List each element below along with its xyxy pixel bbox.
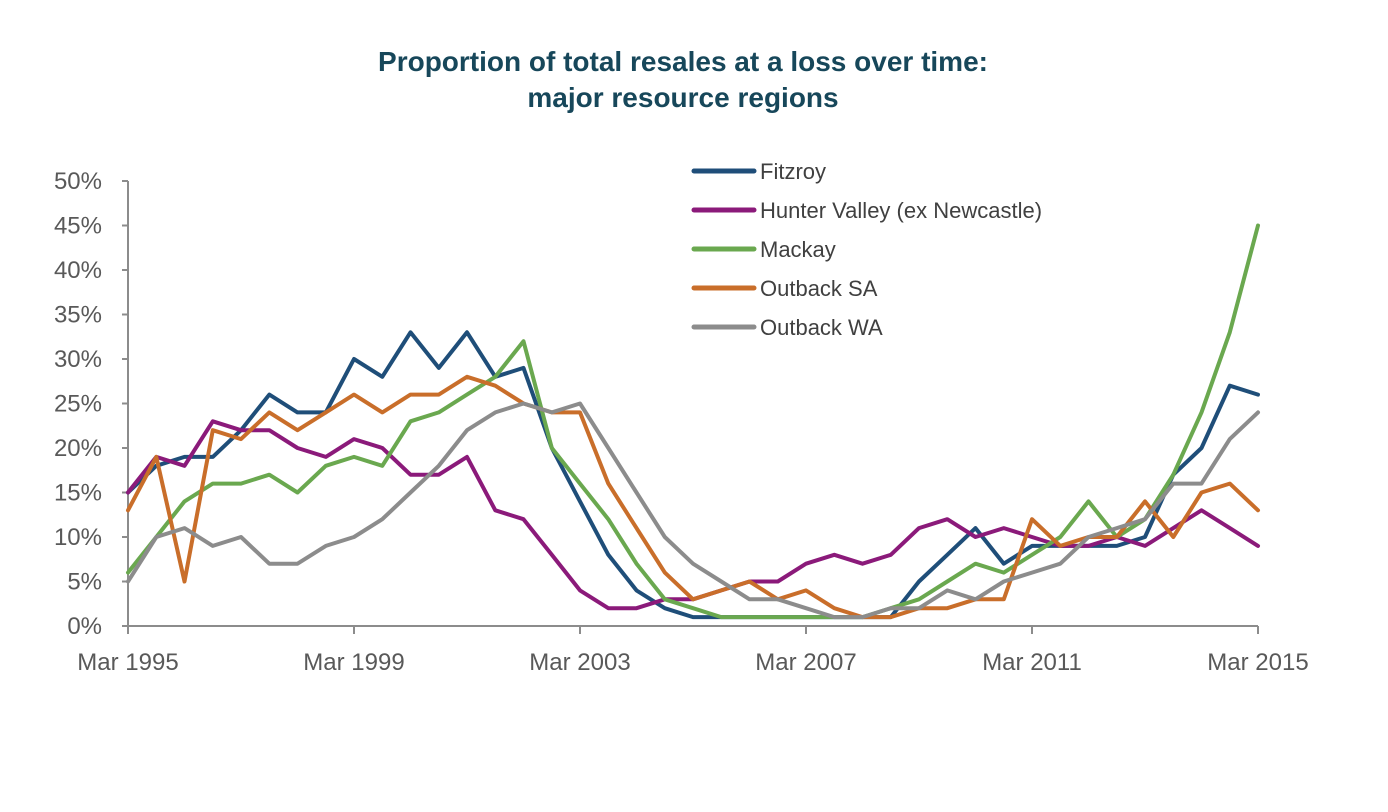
y-tick-label: 35% (54, 302, 102, 329)
x-tick-label: Mar 2003 (529, 649, 630, 676)
series-line-mackay (126, 223, 1260, 620)
legend-label-outback-sa: Outback SA (760, 276, 878, 301)
legend-label-hunter-valley-ex-newcastle: Hunter Valley (ex Newcastle) (760, 198, 1042, 223)
x-tick-label: Mar 2011 (982, 649, 1082, 676)
y-tick-label: 45% (54, 213, 102, 240)
chart-title: Proportion of total resales at a loss ov… (0, 44, 1366, 116)
y-tick-label: 50% (54, 168, 102, 195)
x-tick-label: Mar 2007 (755, 649, 856, 676)
chart-title-line1: Proportion of total resales at a loss ov… (378, 46, 988, 77)
x-tick-label: Mar 1999 (303, 649, 404, 676)
series-line-fitzroy (126, 330, 1260, 620)
x-tick-label: Mar 2015 (1207, 649, 1308, 676)
legend-label-fitzroy: Fitzroy (760, 159, 826, 184)
series-line-outback-wa (126, 401, 1260, 620)
legend-label-mackay: Mackay (760, 237, 836, 262)
series-line-hunter-valley-ex-newcastle (126, 419, 1260, 611)
y-tick-label: 20% (54, 435, 102, 462)
series-line-outback-sa (126, 374, 1260, 620)
y-tick-label: 30% (54, 346, 102, 373)
legend-label-outback-wa: Outback WA (760, 315, 883, 340)
y-tick-label: 40% (54, 257, 102, 284)
y-tick-label: 15% (54, 480, 102, 507)
y-tick-label: 0% (67, 613, 102, 640)
y-tick-label: 10% (54, 524, 102, 551)
x-tick-label: Mar 1995 (77, 649, 178, 676)
chart-subtitle: major resource regions (527, 82, 839, 113)
y-tick-label: 5% (67, 569, 102, 596)
y-tick-label: 25% (54, 391, 102, 418)
